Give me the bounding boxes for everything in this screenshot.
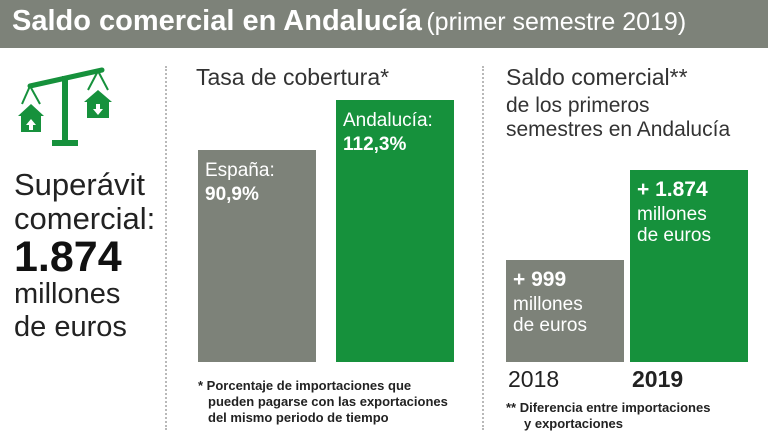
bar-2018-unit-line1: millones [513,294,583,315]
surplus-unit-line1: millones [14,278,121,310]
surplus-label-line2: comercial: [14,201,156,236]
balance-chart-subtitle: de los primeros semestres en Andalucía [506,94,730,142]
page-title: Saldo comercial en Andalucía [12,5,422,37]
bar-2018-unit: millones de euros [513,294,587,336]
coverage-footnote-line2: pueden pagarse con las exportaciones [208,394,448,409]
coverage-footnote-line3: del mismo periodo de tiempo [208,410,389,425]
bar-2019 [630,170,748,362]
coverage-chart-title: Tasa de cobertura* [196,64,390,90]
header-text: Saldo comercial en Andalucía (primer sem… [12,5,686,38]
column-divider-2 [482,66,484,430]
bar-2018-value: + 999 [513,268,567,291]
surplus-label-line1: Superávit [14,167,145,202]
balance-footnote: ** Diferencia entre importaciones y expo… [506,400,710,432]
balance-chart-title: Saldo comercial** [506,64,688,90]
coverage-footnote-line1: * Porcentaje de importaciones que [198,378,412,393]
bar-espana [198,150,316,362]
bar-2019-unit-line1: millones [637,204,707,225]
bar-espana-value: 90,9% [205,184,259,205]
bar-2019-unit-line2: de euros [637,225,711,246]
balance-footnote-line1: ** Diferencia entre importaciones [506,400,711,415]
surplus-label: Superávit comercial: [14,168,155,236]
balance-subtitle-line1: de los primeros [506,94,650,117]
header-bar: Saldo comercial en Andalucía (primer sem… [0,0,768,48]
bar-2019-value: + 1.874 [637,178,708,201]
surplus-value: 1.874 [14,233,122,281]
bar-espana-label: España: [205,160,275,181]
surplus-unit: millones de euros [14,278,127,344]
bar-2018 [506,260,624,362]
balance-footnote-line2: y exportaciones [524,416,623,431]
balance-subtitle-line2: semestres en Andalucía [506,118,731,141]
column-divider-1 [165,66,167,430]
bar-andalucia [336,100,454,362]
bar-2019-unit: millones de euros [637,204,711,246]
bar-andalucia-value: 112,3% [343,134,407,155]
surplus-unit-line2: de euros [14,311,127,343]
trade-balance-scale-icon [18,67,112,146]
page-subtitle: (primer semestre 2019) [426,8,687,36]
bar-2018-unit-line2: de euros [513,315,587,336]
coverage-footnote: * Porcentaje de importaciones que pueden… [198,378,448,426]
year-2018-label: 2018 [508,366,560,392]
year-2019-label: 2019 [632,366,684,392]
bar-andalucia-label: Andalucía: [343,110,433,131]
